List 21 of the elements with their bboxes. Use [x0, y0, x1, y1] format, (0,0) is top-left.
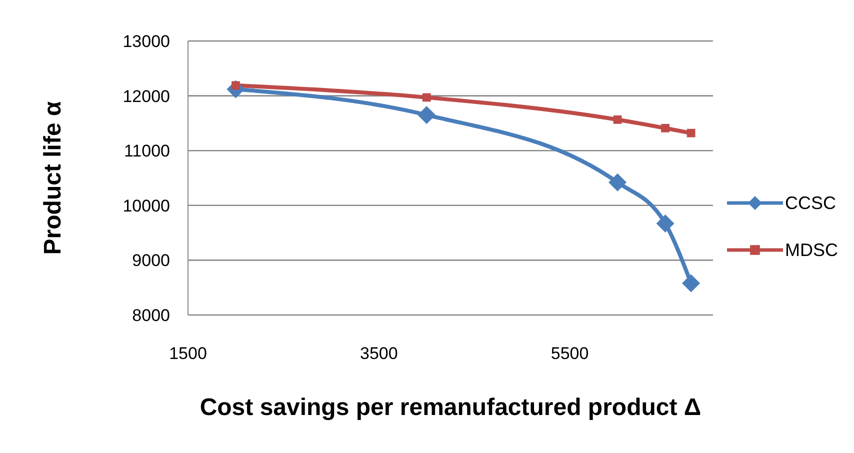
y-tick-label: 11000: [124, 142, 170, 161]
x-tick-label: 3500: [360, 344, 398, 364]
y-tick-label: 13000: [122, 32, 170, 52]
point: [422, 93, 431, 102]
y-tick-label: 12000: [122, 86, 170, 106]
y-tick-label: 10000: [122, 196, 170, 216]
point: [686, 128, 696, 138]
point: [682, 274, 700, 292]
point: [661, 124, 670, 132]
point: [656, 214, 674, 232]
y-tick-label: 9000: [132, 251, 170, 270]
legend-label: CCSC: [785, 192, 836, 214]
point: [613, 115, 622, 124]
x-axis-title: Cost savings per remanufactured product Δ: [200, 394, 702, 421]
legend-label: MDSC: [785, 240, 838, 260]
x-tick-label: 1500: [169, 344, 207, 364]
point: [608, 173, 627, 192]
point: [418, 106, 436, 124]
y-axis-title: Product life α: [40, 101, 67, 255]
y-tick-label: 8000: [132, 306, 170, 326]
x-tick-label: 5500: [550, 344, 589, 364]
